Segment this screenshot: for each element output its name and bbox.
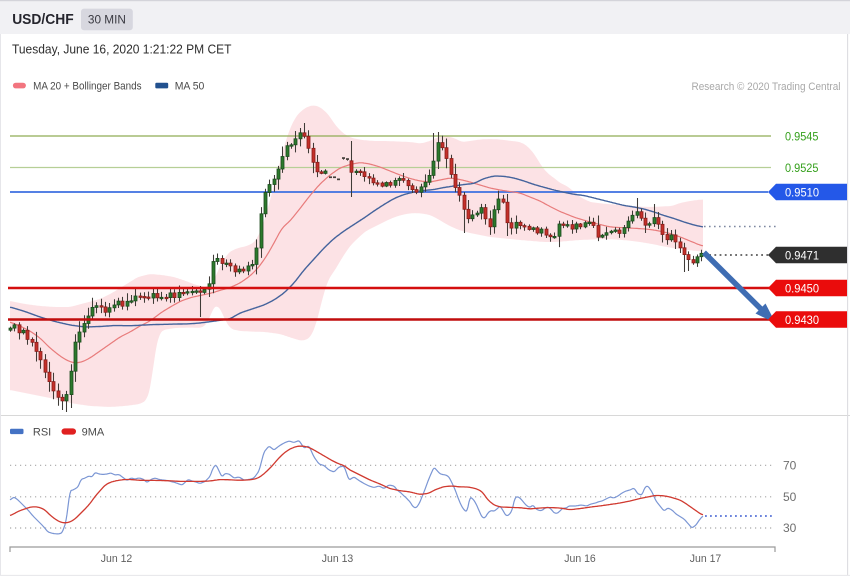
svg-text:0.9545: 0.9545 (785, 131, 819, 143)
svg-text:30: 30 (783, 521, 797, 535)
svg-text:0.9450: 0.9450 (785, 281, 819, 295)
svg-text:MA 20 + Bollinger Bands: MA 20 + Bollinger Bands (33, 81, 142, 93)
svg-text:0.9471: 0.9471 (785, 248, 819, 262)
svg-text:0.9525: 0.9525 (785, 163, 819, 175)
svg-text:0.9510: 0.9510 (785, 185, 819, 199)
svg-text:9MA: 9MA (82, 426, 105, 438)
svg-text:70: 70 (783, 459, 797, 473)
svg-text:Jun 12: Jun 12 (101, 553, 133, 565)
svg-text:RSI: RSI (33, 426, 51, 438)
svg-text:USD/CHF: USD/CHF (12, 12, 74, 28)
svg-text:Jun 16: Jun 16 (564, 553, 596, 565)
svg-text:30 MIN: 30 MIN (88, 12, 126, 26)
svg-text:Jun 17: Jun 17 (690, 553, 722, 565)
svg-text:Jun 13: Jun 13 (322, 553, 354, 565)
svg-text:Tuesday, June 16, 2020 1:21:22: Tuesday, June 16, 2020 1:21:22 PM CET (12, 42, 232, 57)
svg-text:Research © 2020 Trading Centra: Research © 2020 Trading Central (692, 81, 841, 93)
svg-text:0.9430: 0.9430 (785, 313, 819, 327)
svg-text:MA 50: MA 50 (175, 81, 205, 93)
svg-text:50: 50 (783, 490, 797, 504)
